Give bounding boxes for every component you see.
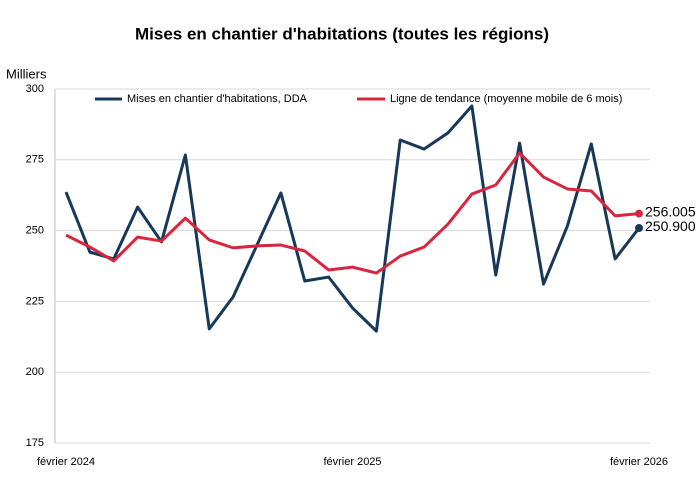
value-label: 256.005 [645, 203, 696, 219]
chart-title: Mises en chantier d'habitations (toutes … [135, 24, 549, 43]
y-tick-label: 250 [26, 225, 44, 237]
x-tick-label: février 2024 [37, 456, 95, 468]
end-marker [635, 209, 643, 218]
x-tick-label: février 2026 [610, 456, 668, 468]
x-tick-label: février 2025 [323, 456, 381, 468]
y-tick-label: 275 [26, 154, 44, 166]
y-tick-label: 225 [26, 295, 44, 307]
end-marker [635, 224, 643, 233]
y-tick-label: 175 [26, 437, 44, 449]
series-line [65, 151, 640, 275]
y-axis-label: Milliers [6, 66, 47, 81]
y-tick-label: 300 [26, 83, 44, 95]
legend-label: Ligne de tendance (moyenne mobile de 6 m… [390, 93, 622, 105]
y-tick-label: 200 [26, 366, 44, 378]
series-line [64, 104, 641, 333]
value-label: 250.900 [645, 218, 696, 234]
legend-label: Mises en chantier d'habitations, DDA [127, 93, 308, 105]
